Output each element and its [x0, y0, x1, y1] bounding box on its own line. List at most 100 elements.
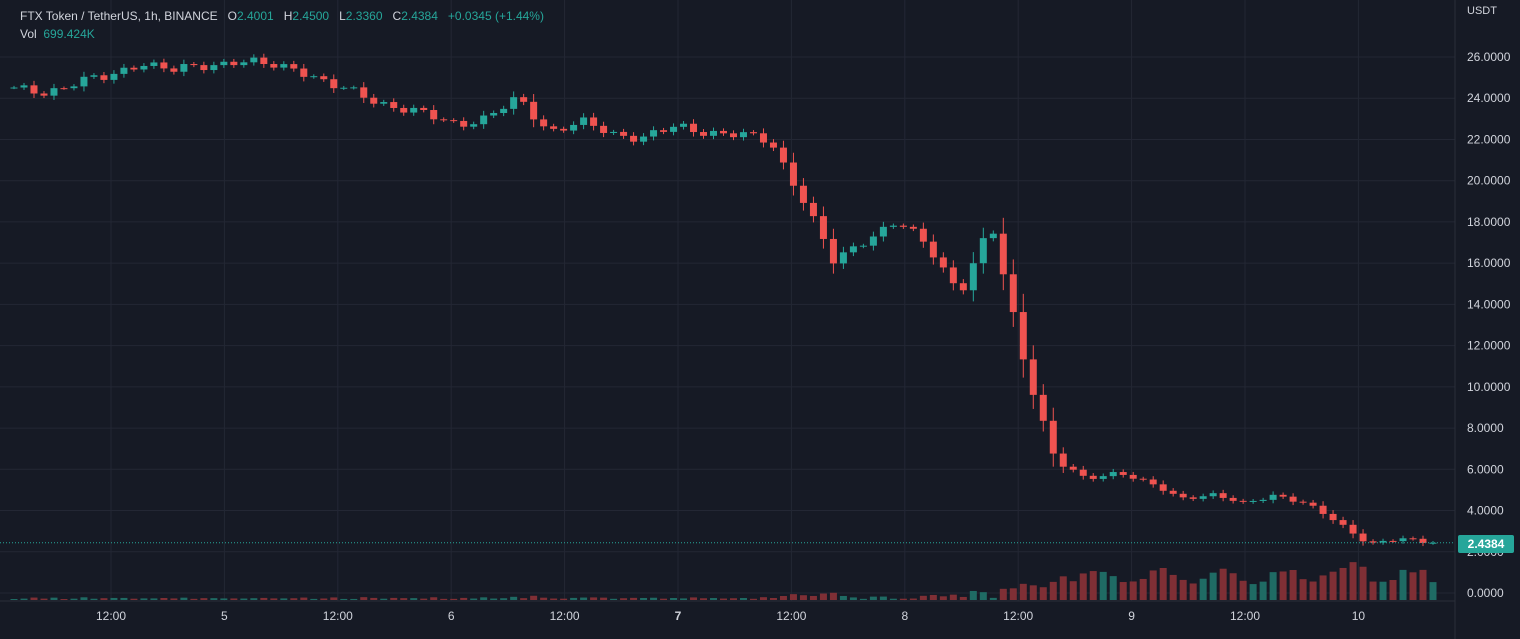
candle-body: [1429, 542, 1437, 544]
candle-body: [350, 87, 358, 89]
volume-bar: [1209, 572, 1217, 600]
volume-bar: [550, 598, 558, 600]
candle-body: [470, 124, 478, 127]
volume-bar: [240, 598, 248, 600]
volume-bar: [1289, 569, 1297, 600]
candle-body: [1319, 505, 1327, 514]
price-tick: 18.0000: [1467, 215, 1511, 229]
volume-bar: [710, 598, 718, 600]
candle-body: [799, 185, 807, 203]
candle-body: [570, 124, 578, 131]
candle-body: [1369, 541, 1377, 543]
volume-bar: [1179, 579, 1187, 600]
price-axis[interactable]: 26.0000 24.0000 22.0000 20.0000 18.0000 16.00…: [1467, 50, 1511, 600]
ohlc-legend: FTX Token / TetherUS, 1h, BINANCE O2.400…: [20, 7, 544, 43]
candle-body: [560, 128, 568, 131]
volume-bar: [899, 598, 907, 600]
volume-bar: [849, 597, 857, 600]
volume-bar: [630, 597, 638, 600]
candle-body: [250, 57, 258, 63]
price-tick: 10.0000: [1467, 380, 1511, 394]
price-tick: 6.0000: [1467, 462, 1504, 476]
candle-body: [889, 225, 897, 227]
volume-bar: [1009, 588, 1017, 600]
volume-bar: [1169, 574, 1177, 600]
candle-body: [390, 102, 398, 108]
volume-bar: [1159, 567, 1167, 600]
volume-bar: [100, 598, 108, 600]
time-axis[interactable]: 12:00 5 12:00 6 12:00 7 12:00 8 12:00 9 12:00 10: [96, 609, 1365, 623]
volume-bar: [939, 596, 947, 600]
currency-label[interactable]: USDT: [1467, 5, 1497, 17]
volume-bar: [510, 596, 518, 600]
candles: [10, 53, 1437, 547]
volume-bar: [470, 598, 478, 600]
candle-body: [290, 64, 298, 69]
open-value: 2.4001: [237, 9, 274, 23]
volume-bar: [1089, 571, 1097, 600]
volume-bar: [40, 598, 48, 600]
candle-body: [190, 64, 198, 66]
volume-bar: [1119, 582, 1127, 600]
volume-bar: [610, 598, 618, 600]
candle-body: [989, 233, 997, 239]
candle-body: [660, 130, 668, 132]
volume-bar: [789, 594, 797, 600]
volume-bar: [1339, 567, 1347, 600]
candle-body: [759, 133, 767, 143]
volume-bar: [779, 595, 787, 600]
candle-body: [849, 246, 857, 253]
candle-body: [510, 97, 518, 109]
candle-body: [710, 130, 718, 136]
volume-bar: [1299, 579, 1307, 600]
volume-bar: [270, 598, 278, 600]
volume-bar: [60, 598, 68, 600]
candle-body: [240, 62, 248, 66]
volume-bar: [759, 597, 767, 600]
candle-body: [260, 57, 268, 65]
volume-bar: [1359, 566, 1367, 600]
volume-bar: [809, 595, 817, 600]
volume-bar: [560, 598, 568, 600]
volume-bar: [10, 599, 18, 600]
volume-bar: [1069, 581, 1077, 600]
candle-body: [440, 119, 448, 121]
volume-bar: [490, 598, 498, 600]
time-tick: 10: [1352, 609, 1366, 623]
candle-body: [720, 130, 727, 134]
candle-body: [640, 136, 648, 142]
volume-bar: [230, 598, 238, 600]
volume-bar: [290, 598, 298, 600]
candle-body: [130, 67, 138, 70]
volume-bar: [90, 598, 98, 600]
volume-label: Vol: [20, 27, 37, 41]
volume-bar: [1419, 569, 1427, 600]
symbol-title[interactable]: FTX Token / TetherUS, 1h, BINANCE: [20, 9, 218, 23]
candle-body: [1109, 472, 1117, 477]
candle-body: [450, 120, 458, 122]
volume-bar: [1029, 585, 1037, 600]
candle-body: [430, 110, 438, 120]
time-tick: 12:00: [1003, 609, 1033, 623]
volume-bar: [190, 598, 198, 600]
candle-body: [1059, 453, 1067, 467]
volume-bar: [869, 596, 877, 600]
volume-bar: [640, 597, 648, 600]
candle-body: [280, 64, 288, 68]
volume-bar: [130, 598, 138, 600]
volume-bar: [1349, 562, 1357, 600]
volume-bar: [480, 597, 488, 600]
time-tick: 6: [448, 609, 455, 623]
open-label: O: [227, 9, 237, 23]
candle-body: [230, 61, 238, 66]
volume-bar: [380, 598, 388, 600]
price-tick: 16.0000: [1467, 256, 1511, 270]
candle-body: [420, 107, 428, 111]
volume-bar: [889, 598, 897, 600]
candle-body: [1169, 490, 1177, 494]
candle-body: [690, 123, 698, 133]
volume-bar: [150, 598, 158, 600]
volume-bar: [450, 598, 458, 600]
volume-bar: [879, 596, 887, 600]
